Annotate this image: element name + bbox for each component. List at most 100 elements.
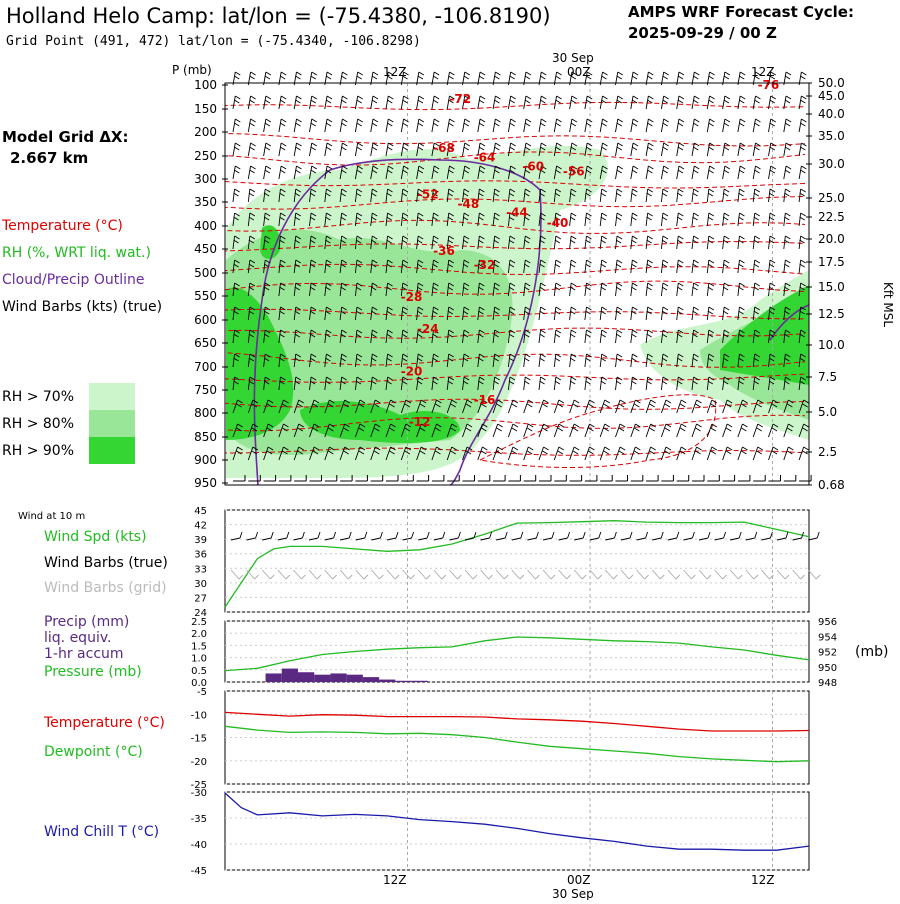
wind-barb-staff <box>477 399 483 414</box>
wind-barb-staff <box>798 142 802 157</box>
wind-barb-flag <box>554 192 561 197</box>
wind-barb-flag <box>493 333 499 338</box>
wind-barb-flag <box>601 188 607 193</box>
wind-barb <box>615 306 623 321</box>
wind-barb-flag <box>571 118 578 123</box>
wind-barb-staff <box>553 399 560 414</box>
wind-barb-flag <box>296 165 302 170</box>
wind-barb-flag <box>708 169 714 174</box>
wind-barb-flag <box>312 403 319 408</box>
wind-barb-staff <box>569 446 575 461</box>
wind-barb <box>584 399 595 414</box>
wind-barb <box>462 329 470 344</box>
wind-barb <box>691 329 699 344</box>
wind-barb-staff <box>706 212 710 227</box>
wind-barb-staff <box>553 259 557 274</box>
wind-barb-staff <box>370 212 373 227</box>
wind-barb <box>584 212 592 227</box>
wind-barb <box>278 282 286 297</box>
wind-barb <box>507 235 516 250</box>
wind-barb-flag <box>478 169 485 174</box>
wind-barb <box>340 475 353 482</box>
wind-barb-staff <box>247 423 254 438</box>
wind-barb-flag <box>419 450 426 455</box>
wind-barb-flag <box>540 75 546 80</box>
wind-barb-staff <box>798 118 802 133</box>
wind-barb <box>523 212 531 227</box>
wind-barb-flag <box>631 146 638 151</box>
wind-barb-flag <box>708 99 714 104</box>
wind-barb <box>431 235 439 250</box>
wind-barb-flag <box>342 165 348 170</box>
height-tick-label: 50.0 <box>818 76 845 90</box>
isotherm-label: -68 <box>433 141 455 155</box>
wind-barb-flag <box>769 235 776 240</box>
wind-barb-flag <box>646 239 652 244</box>
wind-barb <box>324 423 335 438</box>
wind-barb-staff <box>309 423 315 438</box>
wind-barb-flag <box>235 95 241 100</box>
wind-barb-staff <box>783 399 789 414</box>
wind-barb-flag <box>252 446 259 451</box>
wind-barb <box>599 235 607 250</box>
wind-barb-flag <box>695 427 701 432</box>
wind-barb <box>660 306 669 321</box>
wind-barb-flag <box>402 146 408 151</box>
wind-barb-flag <box>785 212 791 217</box>
wind-barb <box>615 446 626 461</box>
wind-barb <box>752 282 760 297</box>
wind-barb-flag <box>569 216 576 221</box>
wind-barb <box>630 118 639 133</box>
rh-region <box>260 225 281 259</box>
wind-barb-staff <box>630 118 634 133</box>
bottom-date-label: 30 Sep <box>552 887 594 900</box>
wind-barb-flag <box>481 450 487 455</box>
wind-barb-staff <box>553 142 558 157</box>
wind-barb <box>722 259 730 274</box>
wind-barb-flag <box>341 188 347 193</box>
wind-barb-flag <box>356 99 362 104</box>
wind-barb-staff <box>630 399 636 414</box>
wind-barb-flag <box>787 403 793 408</box>
wind-barb-flag <box>372 353 378 358</box>
wind-barb-flag <box>755 95 761 100</box>
wind-barb-flag <box>586 71 593 76</box>
wind-barb-flag <box>710 403 717 408</box>
wind-barb-flag <box>615 333 622 338</box>
wind-barb <box>446 329 454 344</box>
wind-barb-flag <box>357 142 363 147</box>
wind-barb-staff <box>569 142 573 157</box>
wind-barb-flag <box>493 380 499 385</box>
wind-barb-flag <box>388 95 394 100</box>
wind-barb-flag <box>249 212 256 217</box>
wind-barb <box>278 212 286 227</box>
wind-barb <box>645 95 654 110</box>
wind-barb-flag <box>478 263 484 268</box>
wind-barb <box>370 165 379 180</box>
wind-barb <box>446 235 454 250</box>
wind-barb-flag <box>249 188 256 193</box>
wind-barb-flag <box>448 376 454 381</box>
wind-barb-flag <box>711 399 718 404</box>
wind-barb-flag <box>632 235 638 240</box>
surface-barb-grid-flag <box>503 574 509 580</box>
wind-barb-flag <box>585 99 592 104</box>
wind-barb-staff <box>645 353 649 368</box>
wind-barb <box>630 446 641 461</box>
wind-barb-flag <box>494 282 500 287</box>
wind-barb-staff <box>722 423 728 438</box>
wind-barb-flag <box>386 286 392 291</box>
wind-barb <box>660 446 672 461</box>
surface-barb-grid <box>761 569 770 580</box>
wind-barb-flag <box>311 95 318 100</box>
wind-barb <box>324 353 332 368</box>
surface-barb-grid-flag <box>254 574 259 580</box>
wind-barb-flag <box>585 263 591 268</box>
wind-barb-flag <box>494 353 500 358</box>
wind-barb-staff <box>660 188 664 203</box>
wind-barb-flag <box>294 263 300 268</box>
wind-barb-flag <box>799 286 805 291</box>
wind-barb-staff <box>293 399 300 414</box>
wind-barb-staff <box>768 235 771 250</box>
wind-barb-flag <box>678 306 684 311</box>
